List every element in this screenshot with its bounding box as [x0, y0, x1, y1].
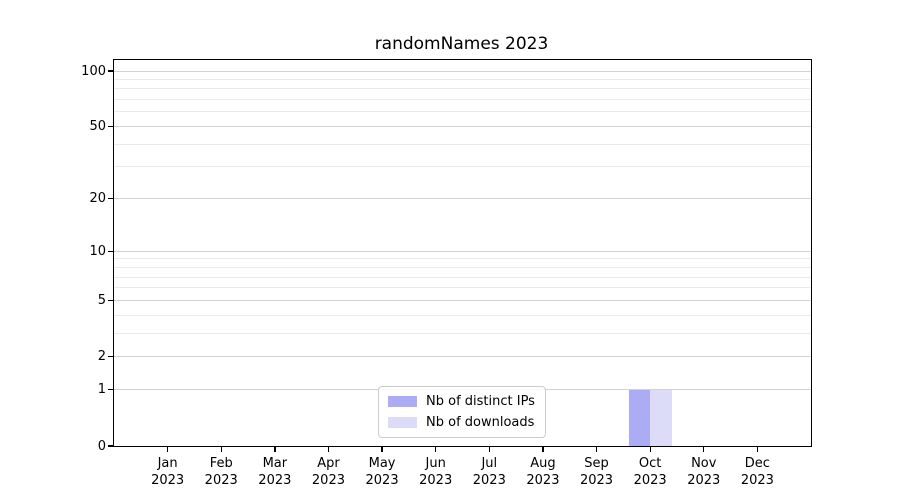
minor-gridline — [114, 99, 811, 101]
bar-downloads — [650, 389, 672, 446]
x-tick-mark — [327, 447, 330, 452]
y-tick-mark — [108, 250, 113, 252]
y-tick-mark — [108, 70, 113, 72]
y-tick-mark — [108, 356, 113, 358]
minor-gridline — [114, 78, 811, 80]
y-tick-mark — [108, 125, 113, 128]
x-tick-mark — [649, 447, 651, 452]
legend-label-downloads: Nb of downloads — [426, 415, 535, 430]
x-tick-mark — [220, 447, 222, 452]
x-tick-mark — [435, 447, 437, 452]
y-tick-label: 0 — [97, 438, 106, 454]
x-tick-label: Feb 2023 — [204, 456, 238, 488]
chart-title: randomNames 2023 — [374, 34, 549, 54]
y-tick-label: 10 — [89, 243, 106, 259]
minor-gridline — [114, 332, 811, 334]
major-gridline — [114, 250, 811, 252]
x-tick-label: Sep 2023 — [579, 456, 614, 488]
minor-gridline — [114, 276, 811, 278]
plot-area: Nb of distinct IPs Nb of downloads 0 1 2 5 1… — [81, 59, 812, 488]
y-tick-label: 20 — [89, 191, 106, 207]
major-gridline — [114, 356, 811, 358]
minor-gridline — [114, 258, 811, 260]
minor-gridline — [114, 143, 811, 145]
x-tick-mark — [488, 447, 490, 452]
major-gridline — [114, 70, 811, 72]
x-tick-label: May 2023 — [365, 456, 399, 488]
x-tick-label: Oct 2023 — [633, 456, 667, 488]
minor-gridline — [114, 287, 811, 289]
x-tick-label: Jan 2023 — [151, 456, 185, 488]
minor-gridline — [114, 111, 811, 113]
y-tick-mark — [108, 445, 113, 447]
y-tick-mark — [108, 389, 113, 391]
minor-gridline — [114, 314, 811, 316]
y-tick-mark — [108, 299, 113, 302]
x-tick-mark — [595, 447, 598, 452]
legend: Nb of distinct IPs Nb of downloads — [378, 386, 546, 438]
y-tick-label: 5 — [97, 292, 106, 308]
legend-label-distinct-ips: Nb of distinct IPs — [426, 394, 535, 409]
x-tick-label: Mar 2023 — [258, 456, 292, 488]
y-tick-mark — [108, 198, 113, 200]
major-gridline — [114, 126, 811, 128]
y-tick-label: 1 — [97, 382, 106, 398]
bar-distinct-ips — [628, 389, 651, 446]
x-tick-label: Apr 2023 — [311, 456, 345, 488]
x-tick-mark — [542, 447, 544, 452]
x-tick-mark — [167, 447, 169, 452]
major-gridline — [114, 198, 811, 200]
x-tick-label: Dec 2023 — [740, 456, 774, 488]
x-tick-label: Jun 2023 — [419, 456, 453, 488]
x-tick-mark — [756, 447, 759, 452]
minor-gridline — [114, 266, 811, 268]
x-tick-mark — [381, 447, 383, 452]
y-tick-label: 50 — [89, 119, 106, 135]
x-tick-label: Aug 2023 — [526, 456, 560, 488]
legend-swatch-distinct-ips-icon — [388, 396, 417, 407]
y-tick-label: 2 — [97, 349, 106, 365]
x-tick-label: Nov 2023 — [687, 456, 721, 488]
minor-gridline — [114, 88, 811, 90]
x-tick-mark — [703, 447, 705, 452]
x-tick-label: Jul 2023 — [472, 456, 506, 488]
major-gridline — [114, 299, 811, 301]
x-tick-mark — [274, 447, 276, 452]
legend-swatch-downloads-icon — [388, 417, 417, 428]
legend-item-distinct-ips: Nb of distinct IPs — [388, 394, 535, 409]
y-tick-label: 100 — [81, 63, 106, 79]
legend-item-downloads: Nb of downloads — [388, 415, 535, 430]
minor-gridline — [114, 166, 811, 168]
